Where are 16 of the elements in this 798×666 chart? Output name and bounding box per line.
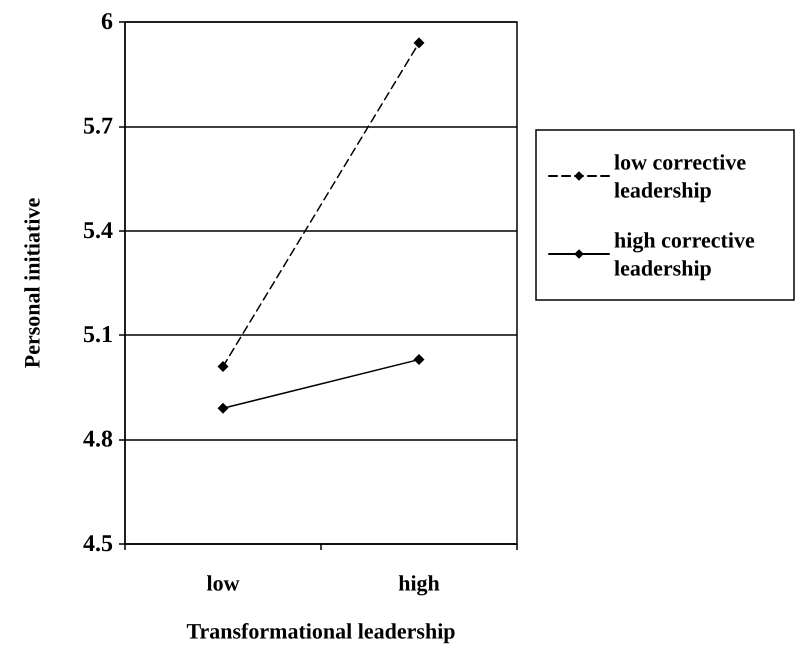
x-tick-label: high [398, 570, 440, 596]
y-tick-label: 5.7 [83, 113, 113, 140]
point [218, 361, 228, 372]
x-axis-title: Transformational leadership [186, 618, 456, 644]
y-tick-label: 6 [101, 9, 113, 35]
y-axis-title: Personal initiative [20, 198, 44, 368]
point [414, 37, 424, 48]
x-tick-label: low [206, 570, 240, 596]
legend-label: high corrective leadership [614, 228, 760, 280]
y-tick-label: 5.4 [83, 218, 113, 244]
y-tick-label: 4.8 [83, 426, 113, 453]
legend-label: low corrective leadership [614, 150, 752, 202]
y-tick-label: 4.5 [83, 531, 113, 557]
point [218, 402, 228, 414]
y-tick-label: 5.1 [83, 322, 113, 348]
point [414, 354, 424, 366]
